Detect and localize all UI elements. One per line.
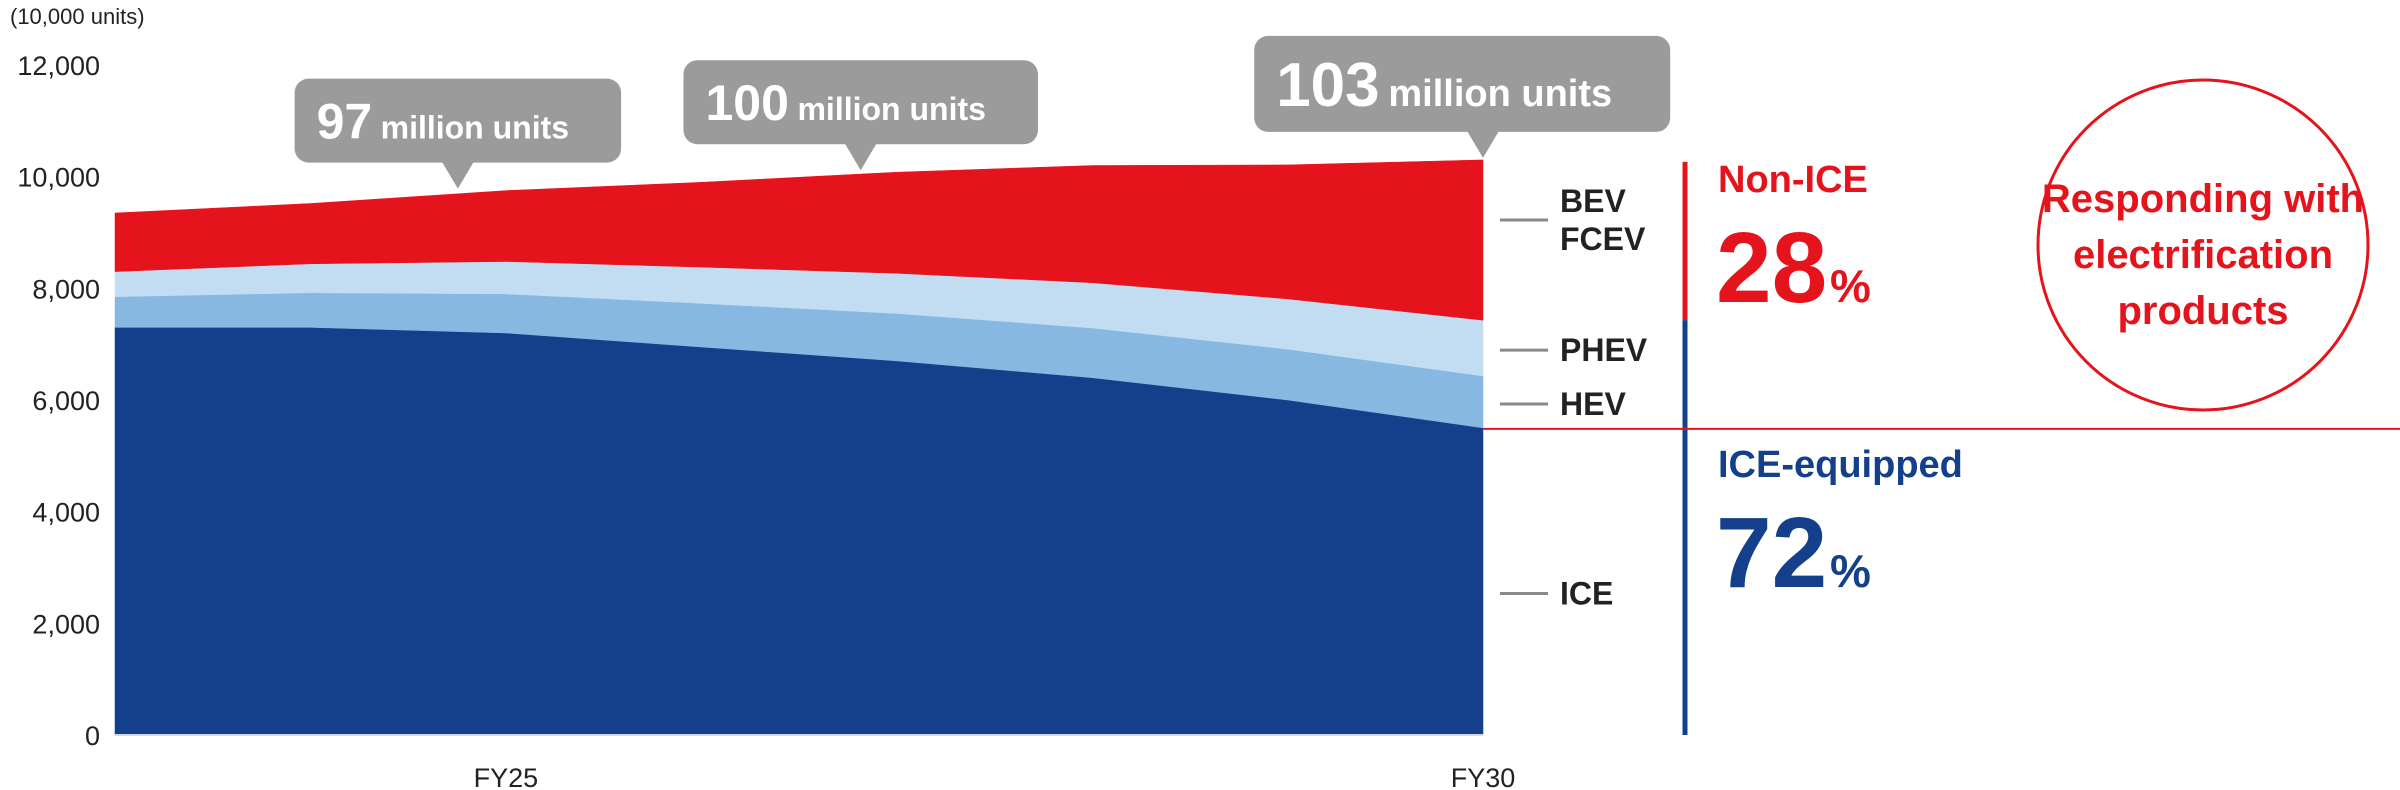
callout-bubble: 100 million units <box>683 60 1038 171</box>
legend-label: PHEV <box>1560 332 1648 368</box>
y-tick-label: 4,000 <box>32 498 100 528</box>
area-bev-fcev <box>114 159 1484 321</box>
callout-pointer <box>441 161 474 189</box>
x-tick-label: FY30 <box>1451 763 1516 790</box>
legend-label: FCEV <box>1560 221 1646 257</box>
callout-suffix: million units <box>1388 73 1612 115</box>
callout-suffix: million units <box>797 91 985 127</box>
share-title: ICE-equipped <box>1718 444 1963 486</box>
callout-number: 97 <box>317 94 373 150</box>
y-tick-label: 8,000 <box>32 274 100 304</box>
area-series <box>114 159 1484 736</box>
y-tick-label: 12,000 <box>17 51 100 81</box>
share-percent-sign: % <box>1830 545 1871 597</box>
y-tick-label: 10,000 <box>17 163 100 193</box>
electrification-badge: Responding with electrification products <box>2036 78 2370 412</box>
y-tick-label: 0 <box>85 721 100 751</box>
total-callouts: 97 million units 100 million units 103 millio… <box>294 35 1671 189</box>
share-percent: 28 <box>1716 212 1827 324</box>
legend-label: ICE <box>1560 575 1613 611</box>
callout-pointer <box>844 143 877 171</box>
callout-number: 100 <box>705 75 788 131</box>
badge-text-line: products <box>2117 289 2288 333</box>
badge-text-line: electrification <box>2073 233 2333 277</box>
legend-label: BEV <box>1560 183 1626 219</box>
legend-label: HEV <box>1560 386 1626 422</box>
share-panel: Non-ICE 28 % ICE-equipped 72% <box>1483 159 2400 735</box>
x-tick-label: FY25 <box>474 763 539 790</box>
y-unit-label: (10,000 units) <box>10 4 145 29</box>
callout-box <box>683 60 1038 145</box>
share-title: Non-ICE <box>1718 159 1868 201</box>
callout-box <box>1254 35 1671 132</box>
share-percent: 72 <box>1716 497 1827 609</box>
callout-number: 103 <box>1276 51 1379 120</box>
x-axis-ticks: FY25 FY30 <box>474 763 1516 790</box>
badge-text-line: Responding with <box>2042 177 2364 221</box>
callout-bubble: 97 million units <box>294 78 622 189</box>
callout-suffix: million units <box>381 110 569 146</box>
callout-bubble: 103 million units <box>1254 35 1671 158</box>
y-tick-label: 2,000 <box>32 609 100 639</box>
callout-pointer <box>1467 130 1499 158</box>
y-tick-label: 6,000 <box>32 386 100 416</box>
callout-box <box>294 78 622 163</box>
badge-circle <box>2036 78 2370 412</box>
y-axis-ticks: 0 2,000 4,000 6,000 8,000 10,000 12,000 <box>17 51 100 751</box>
share-percent-sign: % <box>1830 260 1871 312</box>
